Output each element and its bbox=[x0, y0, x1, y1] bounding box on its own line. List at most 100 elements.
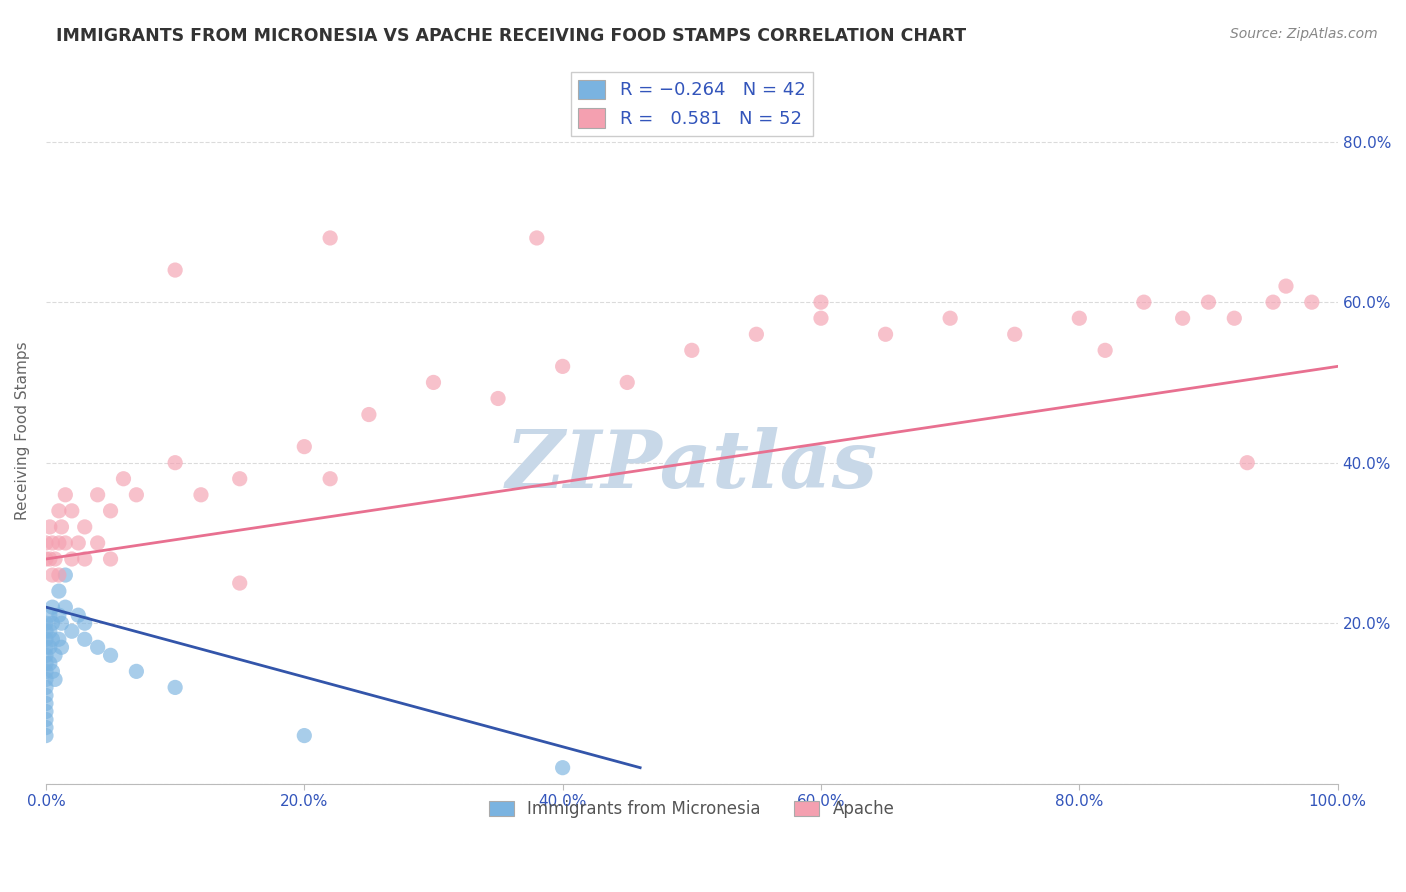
Point bbox=[319, 472, 342, 486]
Point bbox=[48, 568, 70, 582]
Point bbox=[100, 648, 122, 663]
Point bbox=[48, 584, 70, 599]
Point bbox=[86, 536, 108, 550]
Point bbox=[165, 456, 187, 470]
Point bbox=[810, 311, 832, 326]
Point bbox=[48, 632, 70, 647]
Point bbox=[1236, 456, 1258, 470]
Point bbox=[1069, 311, 1091, 326]
Point bbox=[1261, 295, 1284, 310]
Point bbox=[41, 568, 63, 582]
Y-axis label: Receiving Food Stamps: Receiving Food Stamps bbox=[15, 342, 30, 520]
Point bbox=[38, 552, 60, 566]
Point bbox=[125, 665, 148, 679]
Point bbox=[67, 536, 90, 550]
Point bbox=[35, 536, 58, 550]
Point bbox=[60, 552, 83, 566]
Point bbox=[939, 311, 962, 326]
Point bbox=[35, 721, 58, 735]
Point bbox=[35, 648, 58, 663]
Point bbox=[53, 600, 76, 615]
Point bbox=[38, 657, 60, 671]
Point bbox=[48, 536, 70, 550]
Point bbox=[51, 520, 73, 534]
Point bbox=[35, 713, 58, 727]
Point bbox=[53, 568, 76, 582]
Point bbox=[1275, 279, 1298, 293]
Point bbox=[38, 520, 60, 534]
Point bbox=[41, 632, 63, 647]
Point bbox=[125, 488, 148, 502]
Point bbox=[48, 608, 70, 623]
Point bbox=[73, 520, 96, 534]
Point bbox=[357, 408, 380, 422]
Point bbox=[422, 376, 444, 390]
Point bbox=[165, 263, 187, 277]
Point bbox=[319, 231, 342, 245]
Point bbox=[35, 640, 58, 655]
Point bbox=[35, 681, 58, 695]
Point bbox=[41, 665, 63, 679]
Point bbox=[35, 697, 58, 711]
Point bbox=[292, 729, 315, 743]
Point bbox=[112, 472, 135, 486]
Point bbox=[86, 640, 108, 655]
Point bbox=[292, 440, 315, 454]
Point bbox=[551, 359, 574, 374]
Point bbox=[228, 472, 250, 486]
Point bbox=[1171, 311, 1194, 326]
Point bbox=[1198, 295, 1220, 310]
Point bbox=[41, 536, 63, 550]
Point bbox=[41, 600, 63, 615]
Text: ZIPatlas: ZIPatlas bbox=[506, 427, 877, 505]
Point bbox=[35, 729, 58, 743]
Point bbox=[1301, 295, 1323, 310]
Point bbox=[86, 488, 108, 502]
Point bbox=[44, 552, 66, 566]
Point bbox=[35, 616, 58, 631]
Text: IMMIGRANTS FROM MICRONESIA VS APACHE RECEIVING FOOD STAMPS CORRELATION CHART: IMMIGRANTS FROM MICRONESIA VS APACHE REC… bbox=[56, 27, 966, 45]
Point bbox=[190, 488, 212, 502]
Point bbox=[35, 673, 58, 687]
Point bbox=[616, 376, 638, 390]
Point bbox=[745, 327, 768, 342]
Point bbox=[41, 616, 63, 631]
Point bbox=[35, 689, 58, 703]
Point bbox=[35, 657, 58, 671]
Point bbox=[73, 616, 96, 631]
Point bbox=[73, 632, 96, 647]
Point bbox=[165, 681, 187, 695]
Point bbox=[35, 705, 58, 719]
Point bbox=[35, 665, 58, 679]
Point bbox=[100, 504, 122, 518]
Point bbox=[100, 552, 122, 566]
Point bbox=[38, 640, 60, 655]
Point bbox=[51, 616, 73, 631]
Point bbox=[67, 608, 90, 623]
Point bbox=[1133, 295, 1156, 310]
Point bbox=[1004, 327, 1026, 342]
Point bbox=[1094, 343, 1116, 358]
Point bbox=[44, 648, 66, 663]
Point bbox=[38, 608, 60, 623]
Point bbox=[53, 536, 76, 550]
Point bbox=[53, 488, 76, 502]
Point bbox=[51, 640, 73, 655]
Point bbox=[875, 327, 897, 342]
Point bbox=[44, 673, 66, 687]
Point bbox=[60, 624, 83, 639]
Point bbox=[48, 504, 70, 518]
Point bbox=[551, 761, 574, 775]
Point bbox=[35, 632, 58, 647]
Point bbox=[681, 343, 703, 358]
Point bbox=[526, 231, 548, 245]
Point bbox=[1223, 311, 1246, 326]
Point bbox=[35, 552, 58, 566]
Point bbox=[35, 624, 58, 639]
Point bbox=[60, 504, 83, 518]
Text: Source: ZipAtlas.com: Source: ZipAtlas.com bbox=[1230, 27, 1378, 41]
Point bbox=[73, 552, 96, 566]
Point bbox=[486, 392, 509, 406]
Point bbox=[810, 295, 832, 310]
Legend: Immigrants from Micronesia, Apache: Immigrants from Micronesia, Apache bbox=[482, 794, 901, 825]
